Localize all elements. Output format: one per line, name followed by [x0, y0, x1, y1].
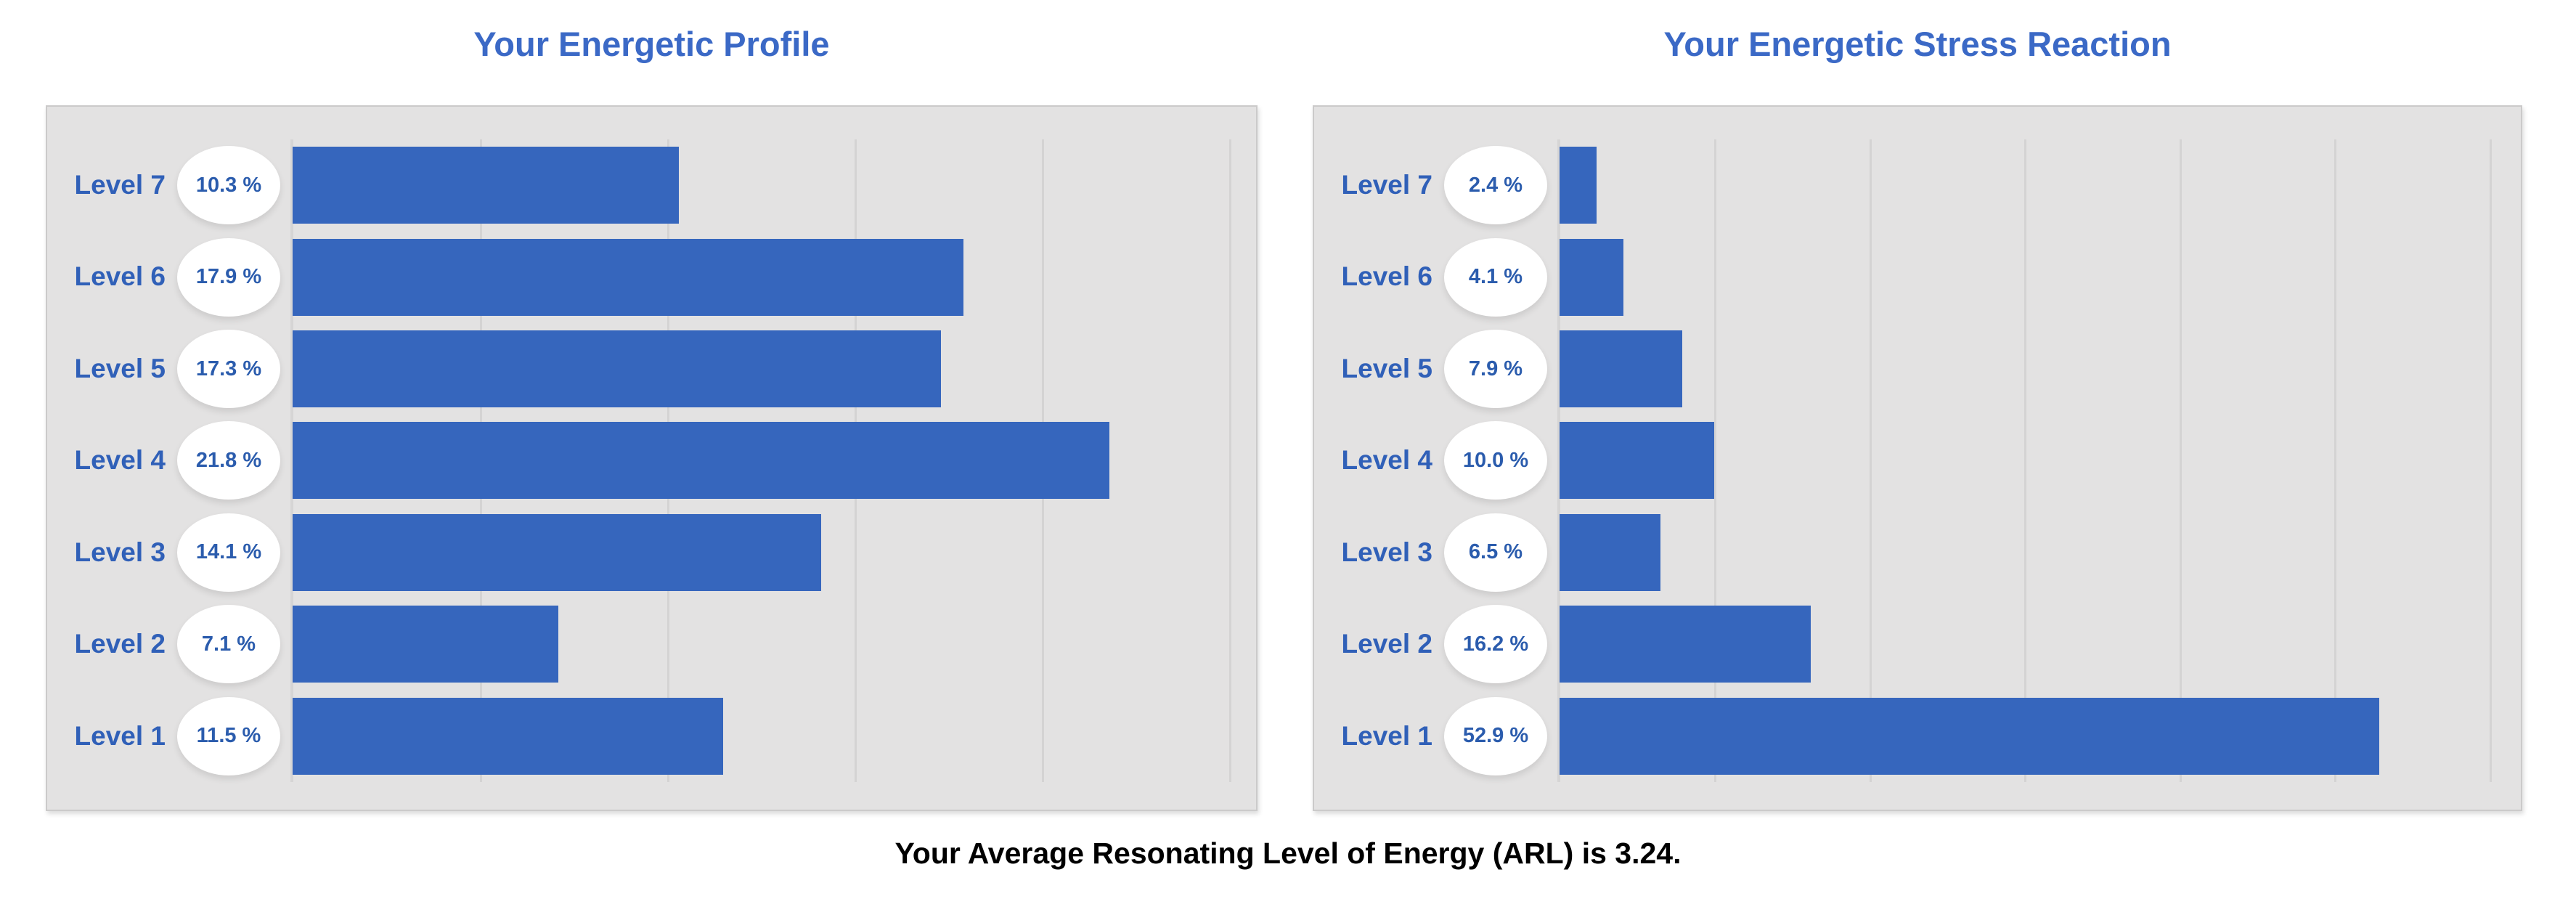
- level-label: Level 7: [74, 170, 166, 200]
- bar-level-1: [1560, 697, 2380, 775]
- chart-row: Level 7 2.4 %: [1314, 139, 2521, 231]
- gridline: [1869, 139, 1872, 782]
- chart-row: Level 3 14.1 %: [47, 507, 1256, 598]
- chart-title-energetic-profile: Your Energetic Profile: [473, 25, 830, 63]
- level-label: Level 2: [74, 629, 166, 659]
- chart-row: Level 2 16.2 %: [1314, 598, 2521, 690]
- gridline: [2489, 139, 2492, 782]
- bar-level-1: [293, 697, 724, 775]
- level-label: Level 2: [1341, 629, 1432, 659]
- energetic-profile-chart-panel: Level 7 10.3 % Level 6 17.9 % Level 5 17.3 % L…: [46, 105, 1258, 811]
- gridline: [2024, 139, 2027, 782]
- chart-row: Level 2 7.1 %: [47, 598, 1256, 690]
- arl-caption: Your Average Resonating Level of Energy …: [894, 836, 1682, 870]
- bar-level-4: [293, 422, 1110, 500]
- level-label: Level 7: [1341, 170, 1432, 200]
- percent-badge: 21.8 %: [177, 421, 280, 500]
- bar-level-7: [1560, 147, 1597, 224]
- percent-badge: 2.4 %: [1444, 146, 1547, 225]
- level-label: Level 1: [74, 720, 166, 751]
- percent-badge: 11.5 %: [177, 696, 280, 775]
- gridline: [2334, 139, 2337, 782]
- percent-badge: 17.9 %: [177, 237, 280, 317]
- gridline: [1229, 139, 1232, 782]
- level-label: Level 6: [1341, 261, 1432, 292]
- percent-badge: 7.1 %: [177, 605, 280, 684]
- percent-badge: 17.3 %: [177, 330, 280, 409]
- axis-baseline: [290, 139, 293, 782]
- percent-badge: 14.1 %: [177, 513, 280, 592]
- chart-row: Level 5 17.3 %: [47, 323, 1256, 415]
- chart-row: Level 6 17.9 %: [47, 231, 1256, 322]
- percent-badge: 10.0 %: [1444, 421, 1547, 500]
- bar-level-6: [293, 238, 963, 316]
- level-label: Level 4: [74, 445, 166, 476]
- bar-level-2: [1560, 606, 1811, 683]
- chart-row: Level 6 4.1 %: [1314, 231, 2521, 322]
- bar-level-3: [1560, 513, 1660, 591]
- level-label: Level 6: [74, 261, 166, 292]
- level-label: Level 3: [74, 537, 166, 567]
- chart-row: Level 7 10.3 %: [47, 139, 1256, 231]
- chart-row: Level 5 7.9 %: [1314, 323, 2521, 415]
- gridline: [1714, 139, 1717, 782]
- percent-badge: 16.2 %: [1444, 605, 1547, 684]
- bar-level-7: [293, 147, 679, 224]
- energetic-stress-reaction-chart-panel: Level 7 2.4 % Level 6 4.1 % Level 5 7.9 % Leve…: [1313, 105, 2522, 811]
- percent-badge: 4.1 %: [1444, 237, 1547, 317]
- bar-level-4: [1560, 422, 1715, 500]
- chart-title-energetic-stress-reaction: Your Energetic Stress Reaction: [1663, 25, 2172, 63]
- level-label: Level 3: [1341, 537, 1432, 567]
- level-label: Level 5: [74, 353, 166, 383]
- bar-level-2: [293, 606, 559, 683]
- chart-row: Level 4 21.8 %: [47, 415, 1256, 506]
- chart-row: Level 4 10.0 %: [1314, 415, 2521, 506]
- percent-badge: 7.9 %: [1444, 330, 1547, 409]
- percent-badge: 6.5 %: [1444, 513, 1547, 592]
- level-label: Level 1: [1341, 720, 1432, 751]
- bar-level-3: [293, 513, 821, 591]
- chart-row: Level 1 52.9 %: [1314, 691, 2521, 782]
- axis-baseline: [1557, 139, 1560, 782]
- chart-row: Level 3 6.5 %: [1314, 507, 2521, 598]
- percent-badge: 10.3 %: [177, 146, 280, 225]
- gridline: [2179, 139, 2182, 782]
- bar-level-5: [1560, 330, 1682, 408]
- bar-level-6: [1560, 238, 1623, 316]
- percent-badge: 52.9 %: [1444, 696, 1547, 775]
- level-label: Level 4: [1341, 445, 1432, 476]
- bar-level-5: [293, 330, 941, 408]
- level-label: Level 5: [1341, 353, 1432, 383]
- chart-row: Level 1 11.5 %: [47, 691, 1256, 782]
